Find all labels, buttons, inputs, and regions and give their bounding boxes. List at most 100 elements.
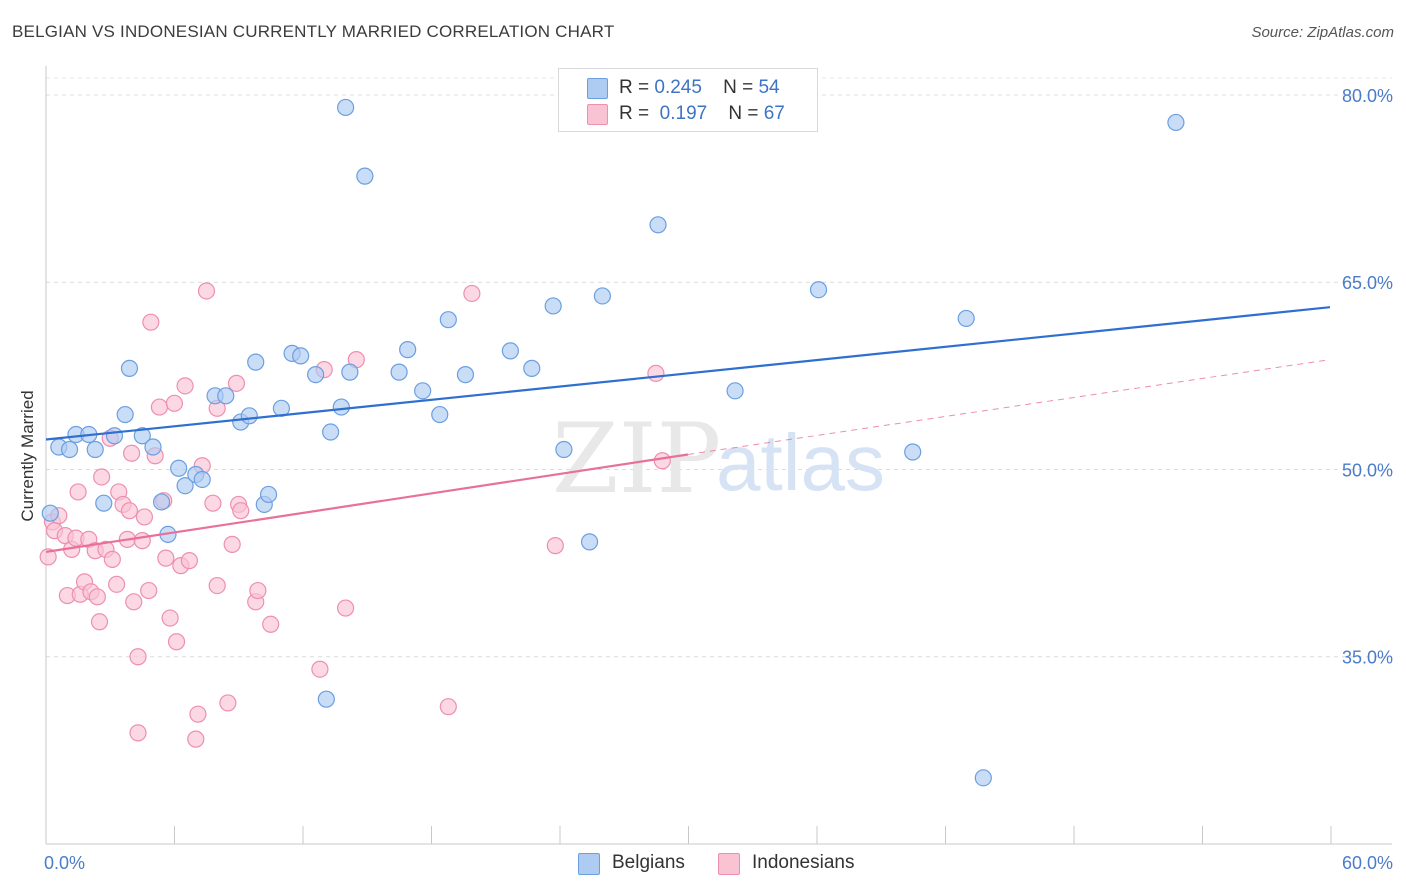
belgians-points bbox=[41, 98, 1185, 787]
legend-r-label: R = bbox=[619, 77, 650, 98]
indonesian-point bbox=[546, 537, 564, 555]
y-tick-label: 65.0% bbox=[1342, 273, 1393, 293]
indonesian-point bbox=[653, 452, 671, 470]
indonesian-point bbox=[90, 613, 109, 631]
belgian-point bbox=[217, 387, 235, 405]
belgian-point bbox=[60, 440, 79, 459]
belgian-point bbox=[120, 359, 139, 377]
legend-swatch-indonesians bbox=[718, 853, 740, 875]
legend-swatch-indonesians bbox=[587, 104, 608, 125]
belgian-point bbox=[95, 494, 113, 512]
belgian-point bbox=[1167, 113, 1185, 132]
indonesian-point bbox=[140, 581, 158, 600]
legend-n-label: N = bbox=[723, 77, 754, 98]
gridlines bbox=[46, 77, 1392, 658]
indonesian-point bbox=[103, 550, 121, 568]
indonesian-point bbox=[249, 581, 267, 600]
x-tick-label: 60.0% bbox=[1342, 853, 1393, 873]
belgian-point bbox=[904, 443, 922, 461]
indonesian-point bbox=[88, 588, 106, 606]
indonesian-point bbox=[69, 483, 87, 501]
y-tick-label: 35.0% bbox=[1342, 648, 1393, 668]
belgian-point bbox=[322, 423, 340, 441]
legend-n-value: 54 bbox=[758, 77, 780, 98]
legend-r-label: R = bbox=[619, 103, 650, 124]
belgian-point bbox=[133, 427, 151, 445]
indonesian-trend-line-extension bbox=[687, 359, 1331, 455]
indonesian-point bbox=[223, 535, 241, 553]
indonesian-point bbox=[129, 724, 147, 742]
belgian-point bbox=[317, 690, 335, 708]
source-label: Source: ZipAtlas.com bbox=[1251, 24, 1394, 41]
indonesian-point bbox=[142, 313, 160, 331]
belgian-point bbox=[170, 459, 188, 477]
y-tick-label: 80.0% bbox=[1342, 86, 1393, 106]
indonesian-point bbox=[39, 548, 57, 566]
belgian-point bbox=[501, 342, 519, 360]
stats-legend: R = 0.245 N = 54 R = 0.197 N = 67 bbox=[558, 68, 818, 132]
indonesian-point bbox=[262, 615, 280, 633]
belgian-point bbox=[809, 281, 828, 299]
belgian-point bbox=[356, 167, 374, 185]
belgian-point bbox=[116, 405, 134, 424]
legend-n-value: 67 bbox=[763, 103, 785, 124]
indonesian-point bbox=[197, 282, 216, 300]
belgian-point bbox=[593, 287, 612, 305]
belgian-point bbox=[649, 216, 667, 234]
indonesian-trend-line bbox=[45, 453, 689, 553]
legend-swatch-belgians bbox=[578, 853, 600, 875]
belgian-point bbox=[176, 477, 194, 495]
axes bbox=[45, 66, 1392, 845]
belgian-point bbox=[292, 347, 310, 365]
indonesian-point bbox=[180, 552, 198, 570]
indonesian-point bbox=[129, 648, 147, 666]
belgian-point bbox=[247, 353, 265, 371]
indonesian-point bbox=[165, 394, 183, 412]
belgian-point bbox=[414, 382, 432, 400]
indonesian-point bbox=[108, 575, 126, 593]
belgian-trend-line bbox=[45, 306, 1331, 441]
indonesian-point bbox=[150, 398, 169, 416]
belgian-point bbox=[337, 98, 355, 117]
belgian-point bbox=[332, 398, 350, 416]
indonesian-point bbox=[227, 374, 246, 392]
legend-label-belgians: Belgians bbox=[612, 852, 685, 873]
legend-r-value: 0.245 bbox=[654, 77, 702, 98]
belgian-point bbox=[580, 533, 599, 551]
indonesian-point bbox=[133, 532, 151, 550]
belgian-point bbox=[86, 440, 104, 459]
belgian-point bbox=[456, 366, 475, 384]
watermark-zip: ZIP bbox=[552, 403, 721, 515]
indonesian-point bbox=[135, 508, 154, 526]
watermark-atlas: atlas bbox=[716, 418, 885, 507]
indonesian-point bbox=[123, 444, 141, 462]
watermark: ZIP atlas bbox=[552, 403, 885, 515]
indonesian-point bbox=[93, 468, 111, 486]
belgian-point bbox=[259, 485, 278, 504]
belgian-point bbox=[544, 297, 562, 315]
indonesian-point bbox=[120, 502, 139, 520]
y-tick-label: 50.0% bbox=[1342, 460, 1393, 480]
tick-labels: 35.0% 50.0% 65.0% 80.0% 0.0% 60.0% bbox=[44, 86, 1393, 873]
belgian-point bbox=[152, 493, 171, 511]
indonesian-point bbox=[337, 599, 355, 617]
indonesian-point bbox=[232, 502, 250, 520]
indonesian-point bbox=[463, 284, 481, 303]
legend-n-label: N = bbox=[728, 103, 759, 124]
belgian-point bbox=[523, 359, 541, 377]
legend-swatch-belgians bbox=[587, 78, 608, 99]
indonesian-point bbox=[208, 576, 226, 595]
y-axis-label: Currently Married bbox=[18, 390, 37, 521]
legend-label-indonesians: Indonesians bbox=[752, 852, 855, 873]
belgian-point bbox=[439, 311, 457, 329]
indonesians-points bbox=[39, 282, 671, 748]
belgian-point bbox=[307, 366, 325, 384]
belgian-point bbox=[399, 341, 417, 359]
belgian-point bbox=[957, 309, 975, 328]
indonesian-point bbox=[125, 593, 143, 611]
indonesian-point bbox=[161, 609, 179, 627]
indonesian-point bbox=[189, 705, 207, 723]
indonesian-point bbox=[167, 633, 186, 651]
belgian-point bbox=[341, 363, 359, 381]
